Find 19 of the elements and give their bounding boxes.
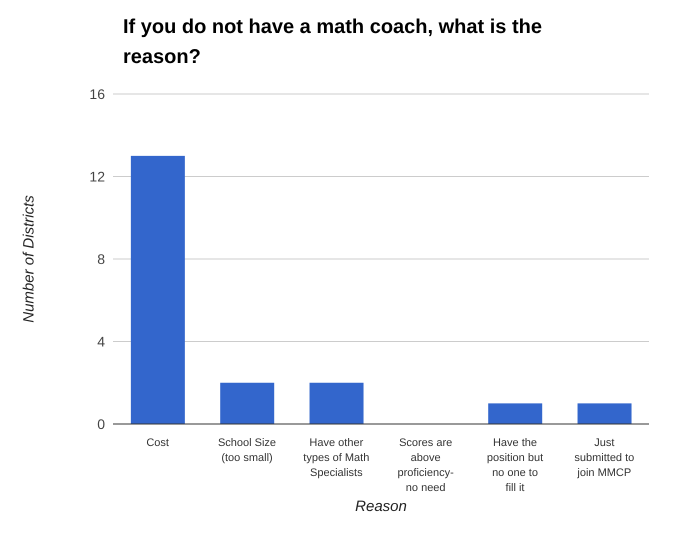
y-axis-title: Number of Districts	[20, 194, 38, 323]
x-axis-title: Reason	[355, 498, 407, 515]
y-tick-label: 8	[97, 250, 106, 267]
x-tick-label: Have other types of Math Specialists	[303, 437, 370, 479]
bar	[310, 382, 364, 424]
y-tick-label: 0	[97, 416, 106, 432]
x-tick-label: Cost	[146, 437, 169, 449]
y-tick-label: 4	[97, 333, 106, 350]
x-tick-label: Have the position but no one to fill it	[486, 437, 544, 494]
y-tick-label: 16	[89, 86, 106, 102]
chart-title: If you do not have a math coach, what is the reason?	[123, 15, 543, 70]
bar	[488, 403, 542, 424]
y-tick-label: 12	[89, 168, 106, 184]
x-tick-label: Scores are above proficiency- no need	[398, 437, 454, 494]
x-tick-label: School Size (too small)	[218, 437, 276, 464]
bar	[130, 156, 185, 424]
x-tick-label: Just submitted to join MMCP	[574, 437, 634, 479]
bar	[220, 382, 274, 424]
bar	[578, 403, 632, 424]
